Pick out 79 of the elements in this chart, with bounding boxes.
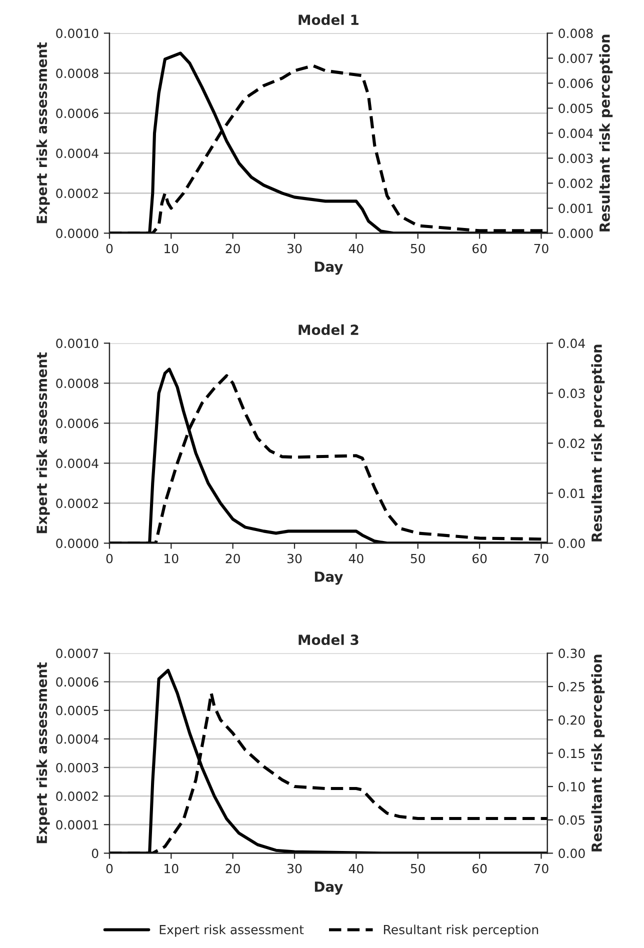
x-tick-label: 0 xyxy=(106,554,113,564)
y2-tick-label: 0.000 xyxy=(558,228,593,238)
x-tick-label: 20 xyxy=(226,554,240,564)
x-tick-label: 30 xyxy=(288,554,302,564)
y-tick-label: 0.0002 xyxy=(56,498,98,508)
y-tick-label: 0.0010 xyxy=(56,28,98,38)
x-tick-label: 60 xyxy=(472,244,487,254)
y-tick-label: 0.0004 xyxy=(56,148,98,158)
x-axis-title: Day xyxy=(314,572,343,585)
y2-axis-title: Resultant risk perception xyxy=(591,654,605,852)
y2-axis-title: Resultant risk perception xyxy=(599,34,613,232)
x-tick-label: 30 xyxy=(288,244,302,254)
y2-tick-label: 0.01 xyxy=(558,488,584,498)
y2-axis-title: Resultant risk perception xyxy=(591,344,605,542)
x-tick-label: 30 xyxy=(288,864,302,874)
x-tick-label: 20 xyxy=(226,864,240,874)
legend-label: Expert risk assessment xyxy=(160,924,304,937)
x-tick-label: 70 xyxy=(534,244,548,254)
y2-tick-label: 0.001 xyxy=(558,204,592,214)
y2-tick-label: 0.005 xyxy=(558,104,593,114)
y2-tick-label: 0.05 xyxy=(558,815,585,825)
y-tick-label: 0.0002 xyxy=(56,792,98,801)
x-tick-label: 50 xyxy=(410,554,425,564)
y-axis-title: Expert risk assessment xyxy=(36,662,50,844)
y2-tick-label: 0.02 xyxy=(558,438,584,448)
y-axis-title: Expert risk assessment xyxy=(36,352,50,534)
y2-tick-label: 0.002 xyxy=(558,178,592,188)
y-tick-label: 0.0000 xyxy=(56,228,98,238)
y-axis-title: Expert risk assessment xyxy=(36,42,50,224)
y2-tick-label: 0.00 xyxy=(558,848,585,858)
x-tick-label: 10 xyxy=(164,864,178,874)
x-tick-label: 70 xyxy=(534,554,548,564)
y2-tick-label: 0.30 xyxy=(558,648,585,658)
y-tick-label: 0.0003 xyxy=(56,762,98,772)
y-tick-label: 0.0008 xyxy=(56,68,98,78)
y-tick-label: 0.0007 xyxy=(56,648,98,658)
y-tick-label: 0.0008 xyxy=(56,378,98,388)
y2-tick-label: 0.004 xyxy=(558,128,593,138)
y-tick-label: 0.0004 xyxy=(56,458,98,468)
y-tick-label: 0.0000 xyxy=(56,538,98,548)
x-tick-label: 50 xyxy=(410,244,425,254)
x-tick-label: 50 xyxy=(410,864,425,874)
x-tick-label: 10 xyxy=(164,554,178,564)
y2-tick-label: 0.006 xyxy=(558,78,593,88)
legend-label: Resultant risk perception xyxy=(384,924,538,937)
y-tick-label: 0.0002 xyxy=(56,188,98,198)
y-tick-label: 0 xyxy=(92,848,98,858)
y2-tick-label: 0.03 xyxy=(558,388,585,398)
x-tick-label: 10 xyxy=(164,244,178,254)
y2-tick-label: 0.04 xyxy=(558,338,585,348)
y-tick-label: 0.0005 xyxy=(56,706,98,716)
y-tick-label: 0.0004 xyxy=(56,734,98,744)
y2-tick-label: 0.25 xyxy=(558,682,585,692)
y2-tick-label: 0.10 xyxy=(558,782,585,792)
y2-tick-label: 0.15 xyxy=(558,748,585,758)
x-tick-label: 60 xyxy=(472,864,487,874)
y-tick-label: 0.0006 xyxy=(56,108,98,118)
y2-tick-label: 0.00 xyxy=(558,538,585,548)
chart-title: Model 3 xyxy=(298,634,358,646)
x-tick-label: 0 xyxy=(106,244,113,254)
y-tick-label: 0.0010 xyxy=(56,338,98,348)
x-tick-label: 40 xyxy=(348,864,364,874)
y-tick-label: 0.0001 xyxy=(56,820,98,830)
x-tick-label: 40 xyxy=(348,244,364,254)
chart-title: Model 1 xyxy=(298,14,358,26)
x-tick-label: 40 xyxy=(348,554,364,564)
x-axis-title: Day xyxy=(314,262,343,275)
x-axis-title: Day xyxy=(314,882,343,895)
y-tick-label: 0.0006 xyxy=(56,677,98,687)
chart-title: Model 2 xyxy=(298,324,358,336)
y2-tick-label: 0.003 xyxy=(558,154,593,164)
x-tick-label: 60 xyxy=(472,554,487,564)
y2-tick-label: 0.007 xyxy=(558,54,593,64)
x-tick-label: 0 xyxy=(106,864,113,874)
x-tick-label: 70 xyxy=(534,864,548,874)
y-tick-label: 0.0006 xyxy=(56,418,98,428)
y2-tick-label: 0.008 xyxy=(558,28,593,38)
x-tick-label: 20 xyxy=(226,244,240,254)
y2-tick-label: 0.20 xyxy=(558,715,585,725)
